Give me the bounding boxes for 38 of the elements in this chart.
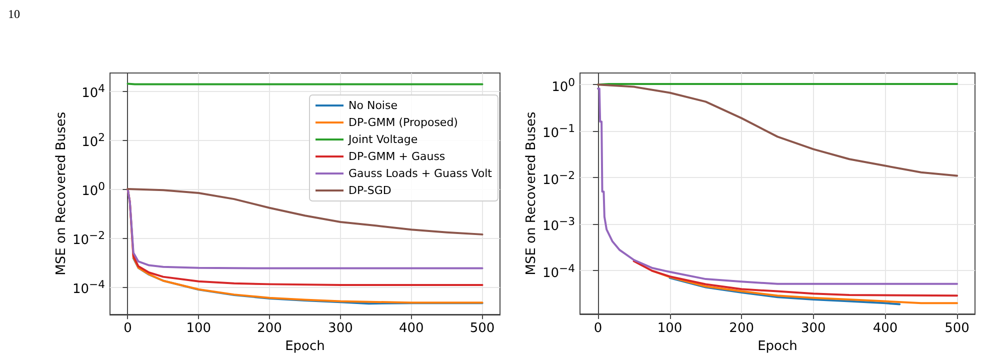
x-axis-title: Epoch xyxy=(758,338,798,354)
y-tick-label: 10$^{2}$ xyxy=(82,130,105,150)
y-tick-label: 10$^{−4}$ xyxy=(542,260,575,281)
x-tick-label: 500 xyxy=(944,321,970,336)
y-axis-title: MSE on Recovered Buses xyxy=(524,112,539,276)
x-tick-label: 400 xyxy=(872,321,898,336)
x-tick-label: 100 xyxy=(186,321,212,336)
line-series xyxy=(668,276,901,306)
x-tick-label: 300 xyxy=(328,321,353,336)
legend-label: DP-GMM (Proposed) xyxy=(348,116,458,129)
x-tick-label: 0 xyxy=(124,321,132,336)
x-tick-label: 200 xyxy=(257,321,282,336)
x-tick-label: 500 xyxy=(470,321,495,336)
y-tick-label: 10$^{0}$ xyxy=(552,74,575,95)
x-axis-title: Epoch xyxy=(285,339,325,354)
x-tick-label: 300 xyxy=(800,321,826,336)
y-tick-label: 10$^{−2}$ xyxy=(72,228,105,248)
legend-label: Gauss Loads + Guass Volt xyxy=(348,167,493,180)
y-tick-label: 10$^{−3}$ xyxy=(542,214,575,234)
legend-label: Joint Voltage xyxy=(348,133,418,146)
y-tick-label: 10$^{−4}$ xyxy=(72,276,105,298)
y-tick-label: 10$^{0}$ xyxy=(82,178,105,200)
legend-label: No Noise xyxy=(348,99,398,112)
y-tick-label: 10$^{4}$ xyxy=(82,80,105,102)
y-axis-title: MSE on Recovered Buses xyxy=(54,112,69,276)
y-tick-label: 10$^{−2}$ xyxy=(542,167,575,188)
x-tick-label: 400 xyxy=(398,321,424,336)
line-series xyxy=(596,88,958,285)
text: 10 xyxy=(8,7,20,21)
x-tick-label: 100 xyxy=(657,321,682,336)
legend-label: DP-SGD xyxy=(348,184,392,197)
line-series xyxy=(132,257,484,305)
y-tick-label: 10$^{−1}$ xyxy=(542,120,575,142)
line-series xyxy=(596,84,958,177)
line-series xyxy=(632,260,958,297)
x-tick-label: 200 xyxy=(729,321,754,336)
x-tick-label: 0 xyxy=(594,321,602,336)
legend-label: DP-GMM + Gauss xyxy=(348,150,446,163)
